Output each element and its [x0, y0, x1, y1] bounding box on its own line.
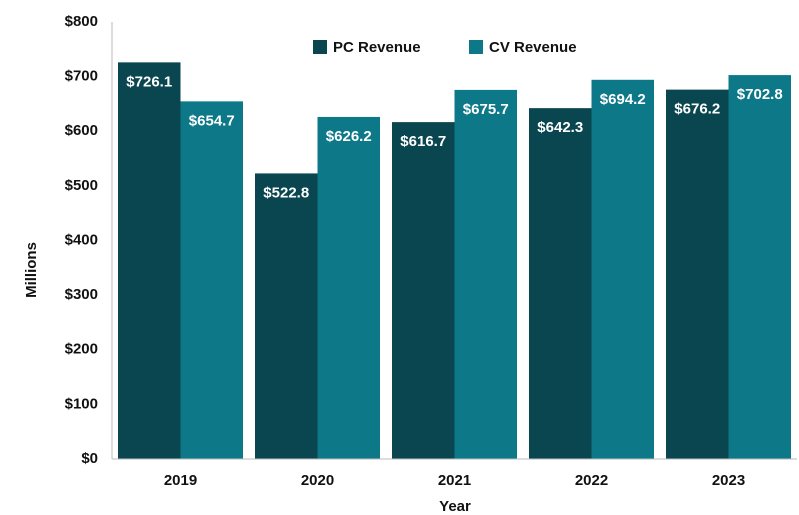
data-label: $702.8	[737, 86, 783, 103]
x-tick-label: 2021	[438, 472, 471, 489]
bar	[392, 122, 455, 459]
data-label: $726.1	[126, 73, 172, 90]
y-tick-label: $500	[65, 177, 98, 194]
y-tick-label: $300	[65, 286, 98, 303]
legend-swatch	[313, 40, 327, 54]
data-label: $654.7	[189, 112, 235, 129]
y-axis-title: Millions	[23, 242, 40, 298]
bar	[118, 62, 181, 460]
data-label: $522.8	[263, 184, 309, 201]
bar	[529, 108, 592, 460]
legend-swatch	[469, 40, 483, 54]
data-label: $676.2	[674, 101, 720, 118]
bar	[666, 89, 729, 460]
bar	[591, 79, 654, 460]
data-label: $642.3	[537, 119, 583, 136]
y-tick-label: $400	[65, 231, 98, 248]
x-tick-label: 2019	[164, 472, 197, 489]
y-tick-label: $200	[65, 341, 98, 358]
bar	[317, 116, 380, 460]
x-tick-label: 2020	[301, 472, 334, 489]
legend-label: PC Revenue	[333, 39, 421, 56]
data-label: $694.2	[600, 91, 646, 108]
y-tick-label: $800	[65, 13, 98, 30]
bar	[180, 101, 243, 460]
y-tick-label: $100	[65, 395, 98, 412]
legend-label: CV Revenue	[489, 39, 577, 56]
x-tick-label: 2023	[712, 472, 745, 489]
data-label: $626.2	[326, 128, 372, 145]
x-axis-title: Year	[439, 498, 471, 515]
data-label: $675.7	[463, 101, 509, 118]
y-tick-label: $700	[65, 68, 98, 85]
bar	[255, 173, 318, 459]
y-tick-label: $0	[81, 450, 98, 467]
x-tick-label: 2022	[575, 472, 608, 489]
bar	[454, 89, 517, 460]
data-label: $616.7	[400, 133, 446, 150]
bar	[728, 75, 791, 460]
y-tick-label: $600	[65, 122, 98, 139]
